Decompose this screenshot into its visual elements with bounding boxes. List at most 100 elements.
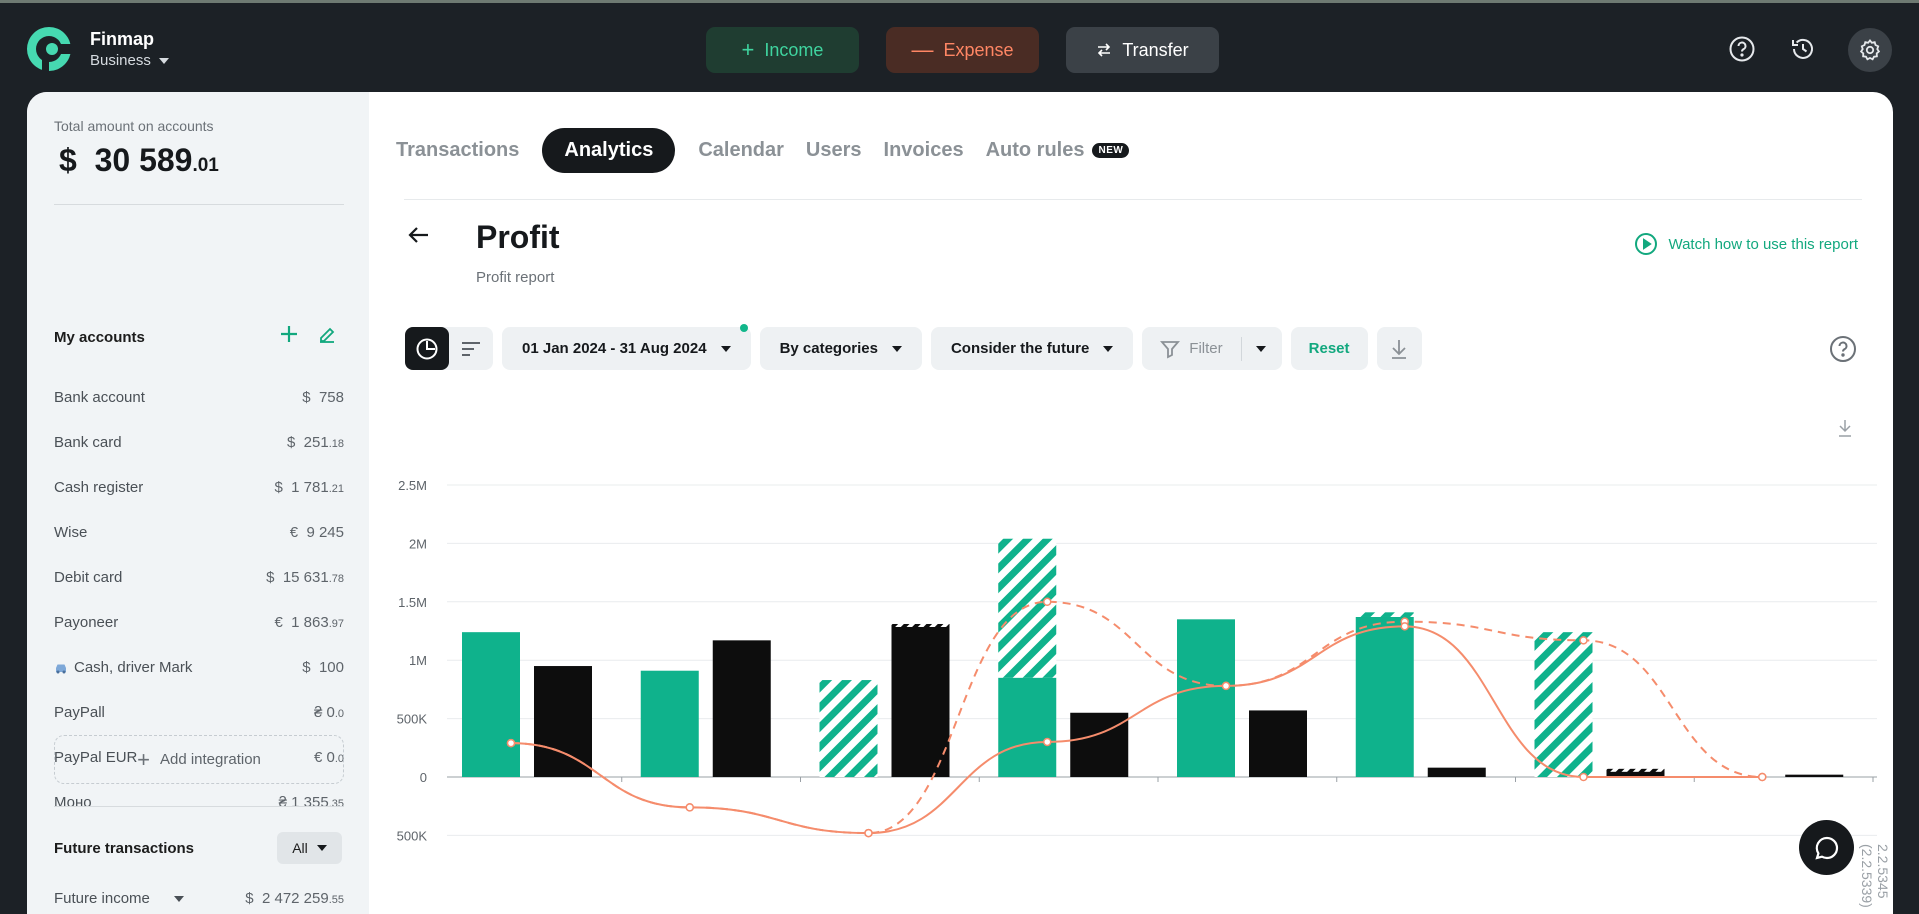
chart-view-button[interactable]	[405, 327, 449, 370]
future-filter-select[interactable]: All	[277, 832, 342, 864]
transfer-button[interactable]: Transfer	[1066, 27, 1219, 73]
profit-point[interactable]	[1758, 772, 1767, 782]
report-tabs: Transactions Analytics Calendar Users In…	[369, 128, 1140, 173]
date-range-select[interactable]: 01 Jan 2024 - 31 Aug 2024	[502, 324, 751, 370]
future-income-row[interactable]: Future income $ 2 472 259.55	[54, 890, 344, 907]
y-tick-label: 500K	[397, 712, 427, 727]
income-planned-bar[interactable]	[819, 680, 878, 777]
tab-calendar[interactable]: Calendar	[698, 139, 784, 161]
account-name: PayPal EUR	[54, 749, 138, 766]
tab-auto-rules[interactable]: Auto rules NEW	[975, 128, 1141, 173]
report-help-icon[interactable]	[1828, 334, 1858, 364]
income-button[interactable]: + Income	[706, 27, 859, 73]
account-name: Bank card	[54, 434, 122, 451]
expense-button[interactable]: — Expense	[886, 27, 1039, 73]
income-planned-bar[interactable]	[998, 538, 1057, 678]
income-bar[interactable]	[462, 632, 520, 777]
tab-users[interactable]: Users	[805, 139, 862, 161]
account-row[interactable]: PayPall ₴ 0.0	[54, 690, 344, 735]
expense-bar[interactable]	[534, 666, 592, 777]
profit-point[interactable]	[506, 738, 516, 748]
account-row[interactable]: PayPal EUR € 0.0	[54, 735, 344, 780]
page-title: Profit	[476, 219, 560, 255]
download-icon	[1392, 339, 1406, 359]
reset-button[interactable]: Reset	[1290, 327, 1368, 370]
divider	[54, 806, 344, 807]
top-bar: Finmap Business + Income — Expense Trans…	[0, 0, 1919, 92]
export-button[interactable]	[1376, 327, 1422, 370]
history-icon	[1792, 38, 1813, 59]
history-button[interactable]	[1787, 33, 1819, 65]
expense-bar[interactable]	[1427, 767, 1486, 777]
income-bar[interactable]	[1177, 619, 1235, 777]
workspace-selector[interactable]: Business	[90, 52, 169, 69]
car-icon	[56, 664, 66, 673]
tab-transactions[interactable]: Transactions	[396, 139, 520, 161]
expense-bar[interactable]	[1606, 771, 1665, 777]
account-row[interactable]: Debit card $ 15 631.78	[54, 555, 344, 600]
income-bar[interactable]	[640, 670, 699, 777]
chat-icon	[1814, 836, 1838, 860]
income-planned-bar[interactable]	[1355, 612, 1414, 617]
income-bar[interactable]	[998, 677, 1057, 777]
profit-point[interactable]	[864, 828, 873, 838]
expense-bar[interactable]	[1249, 710, 1307, 777]
chevron-down-icon	[316, 845, 327, 851]
future-filter-value: All	[292, 840, 308, 856]
account-row[interactable]: Cash register $ 1 781.21	[54, 465, 344, 510]
expense-bar[interactable]	[1785, 774, 1844, 777]
chevron-down-icon	[1255, 345, 1266, 352]
account-row[interactable]: Wise € 9 245	[54, 510, 344, 555]
account-amount: € 9 245	[289, 524, 344, 541]
help-button[interactable]	[1726, 33, 1758, 65]
back-arrow-icon[interactable]	[404, 220, 434, 250]
finmap-logo-icon[interactable]	[26, 26, 72, 72]
plus-icon: +	[137, 746, 150, 772]
account-name: Bank account	[54, 389, 145, 406]
profit-point[interactable]	[1043, 737, 1052, 747]
tab-invoices[interactable]: Invoices	[883, 139, 964, 161]
expense-bar[interactable]	[891, 626, 950, 777]
account-amount: $ 251.18	[286, 434, 344, 451]
filter-button[interactable]: Filter	[1142, 336, 1242, 361]
profit-point[interactable]	[1400, 622, 1409, 631]
profit-point[interactable]	[1579, 772, 1588, 782]
profit-point[interactable]	[1043, 597, 1052, 607]
account-row[interactable]: Payoneer € 1 863.97	[54, 600, 344, 645]
add-account-icon[interactable]	[279, 324, 299, 344]
date-range-value: 01 Jan 2024 - 31 Aug 2024	[522, 340, 707, 357]
profit-point[interactable]	[1579, 636, 1588, 645]
settings-button[interactable]	[1848, 28, 1892, 72]
expense-label: Expense	[943, 39, 1014, 60]
app-name: Finmap	[90, 29, 155, 49]
y-tick-label: 2M	[409, 536, 427, 551]
filter-dropdown[interactable]	[1242, 345, 1282, 352]
account-row[interactable]: Bank account $ 758	[54, 375, 344, 420]
account-row[interactable]: Cash, driver Mark $ 100	[54, 645, 344, 690]
y-tick-label: 0	[420, 770, 427, 785]
income-planned-bar[interactable]	[1534, 632, 1593, 777]
expense-bar[interactable]	[1070, 712, 1129, 777]
income-bar[interactable]	[1355, 616, 1414, 777]
account-name: Debit card	[54, 569, 123, 586]
chart-download-icon[interactable]	[1837, 419, 1853, 437]
add-integration-button[interactable]: + Add integration	[54, 735, 344, 784]
grouping-select[interactable]: By categories	[759, 327, 922, 370]
expense-bar[interactable]	[712, 640, 771, 777]
account-row[interactable]: Bank card $ 251.18	[54, 420, 344, 465]
quick-actions: + Income — Expense Transfer	[706, 27, 1219, 73]
future-mode-select[interactable]: Consider the future	[930, 327, 1134, 370]
profit-point[interactable]	[685, 803, 694, 812]
future-income-amount: $ 2 472 259.55	[245, 890, 344, 907]
edit-accounts-icon[interactable]	[317, 324, 337, 344]
expense-planned-bar[interactable]	[1606, 768, 1665, 772]
profit-point[interactable]	[1221, 681, 1231, 691]
account-row[interactable]: Моно ₴ 1 355.35	[54, 780, 344, 825]
filter-control[interactable]: Filter	[1142, 327, 1282, 370]
workspace-name: Business	[90, 52, 151, 69]
tab-analytics[interactable]: Analytics	[542, 128, 676, 173]
watch-tutorial-link[interactable]: Watch how to use this report	[1634, 232, 1858, 256]
expense-planned-bar[interactable]	[891, 623, 950, 627]
chat-support-button[interactable]	[1799, 820, 1854, 875]
list-view-button[interactable]	[449, 327, 493, 370]
